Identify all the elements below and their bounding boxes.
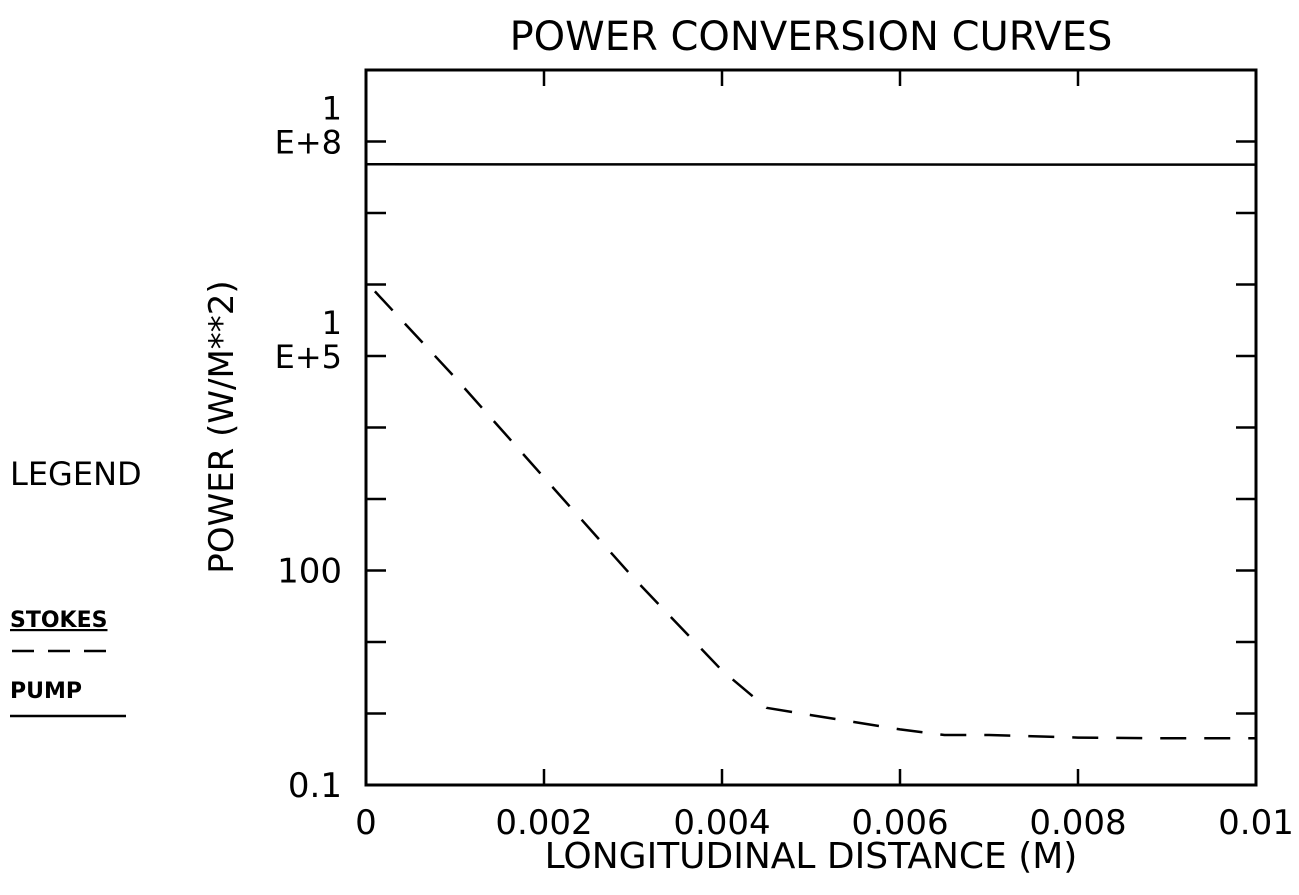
x-axis-label: LONGITUDINAL DISTANCE (M) [545,836,1078,877]
plot-frame [364,68,1258,787]
y-tick-label-mantissa: 1 [322,304,342,342]
legend: LEGEND STOKES PUMP [10,455,142,718]
legend-title: LEGEND [10,455,142,493]
x-tick-label: 0 [355,803,377,843]
y-tick-label-mantissa: 1 [322,90,342,128]
x-tick-label: 0.002 [495,803,592,843]
y-tick-label-exponent: E+5 [275,338,342,376]
legend-label-pump: PUMP [10,679,82,704]
x-tick-label: 0.004 [673,803,770,843]
chart-title: POWER CONVERSION CURVES [510,14,1113,60]
y-tick-label: 0.1 [288,766,342,806]
y-tick-label-exponent: E+8 [275,124,342,162]
legend-label-stokes: STOKES [10,608,107,633]
x-tick-label: 0.008 [1029,803,1126,843]
x-tick-label: 0.01 [1218,803,1294,843]
y-axis-label: POWER (W/M**2) [202,280,242,573]
y-tick-label: 100 [277,552,342,592]
x-tick-label: 0.006 [851,803,948,843]
data-series [365,163,1256,740]
series-line-stokes [373,290,1256,740]
